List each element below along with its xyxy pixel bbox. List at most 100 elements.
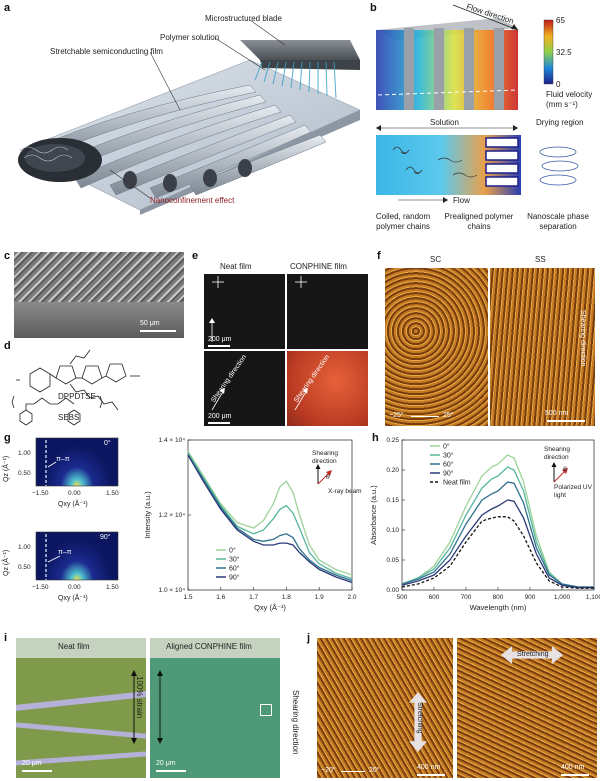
x-tick-label: 1.9 [315,594,324,601]
qz-tick-top-1: 1.00 [18,450,31,457]
scale-text-c: 50 μm [140,320,160,327]
sebs-label: SEBS [58,413,80,422]
panel-g-chart: 1.5 1.6 1.7 1.8 1.9 2.0 1.0 × 10⁴ 1.2 × 10⁴ 1.4 … [140,432,365,622]
qz-label-top: Qz (Å⁻¹) [3,455,10,482]
panel-letter-g: g [4,432,11,444]
blade-coating-illustration [18,19,361,215]
stretching-label-2: Stretching [517,651,549,658]
y-axis-label: Absorbance (a.u.) [369,485,378,545]
afm-stretched-1 [317,638,453,778]
scale-text-i1: 20 μm [22,760,42,767]
range-low-f: −25° [389,412,404,419]
qxy-tick-bot-3: 1.50 [106,584,119,591]
map-angle-0: 0° [104,440,111,447]
aligned-film-title: Aligned CONPHINE film [166,642,252,651]
qxy-tick-top-3: 1.50 [106,490,119,497]
legend-label-0: 0° [229,547,236,555]
afm-sc-image [385,268,488,426]
x-axis-label: Qxy (Å⁻¹) [254,603,286,612]
panel-b: b [368,0,600,250]
shearing-label-i: Shearing direction [291,690,300,755]
series-line-3 [401,499,594,589]
range-high-f: 25° [443,412,454,419]
x-tick-label: 2.0 [347,594,356,601]
scale-bar-i1 [22,770,52,772]
y-tick-label: 0.00 [386,587,399,594]
y-tick-label: 1.4 × 10⁴ [159,437,186,444]
solution-label-b: Solution [430,118,459,127]
giwaxs-map-0 [36,438,118,486]
flow-simulation [376,4,579,203]
qxy-label-bot: Qxy (Å⁻¹) [58,595,88,602]
x-tick-label: 500 [397,594,408,601]
scale-text-j1: 400 nm [417,764,441,771]
giwaxs-map-90 [36,532,118,580]
panel-letter-a: a [4,2,11,14]
panel-letter-j: j [307,632,311,644]
scale-text-i2: 20 μm [156,760,176,767]
blade-label: Microstructured blade [205,14,282,23]
caption-nanoscale: Nanoscale phase separation [527,212,589,231]
panel-h: h 500 600 700 800 900 1,000 1,100 0.00 0.05 0.10 0… [368,432,600,622]
zoom-box [260,704,272,716]
caption-coiled: Coiled, random polymer chains [375,212,431,231]
y-tick-label: 1.2 × 10⁴ [159,512,186,519]
panel-e: e Neat film CONPHINE film 200 μm 200 μm … [190,250,375,430]
aligned-film-image [150,638,280,778]
color-range-arrow-j [341,771,365,772]
scale-text-e1: 200 μm [208,336,232,343]
panel-letter-h: h [372,432,379,444]
neat-film-title-i: Neat film [58,642,90,651]
colorbar-max: 65 [556,16,565,25]
x-tick-label: 1.5 [183,594,192,601]
chart-h-note-1: Shearing direction [544,446,571,461]
pom-neat-top [204,274,285,349]
scale-bar-i2 [156,770,186,772]
panel-d: d DPPDTSE SEBS [0,340,190,430]
nanoconfinement-label: Nanoconfinement effect [150,196,235,205]
panel-letter-b: b [370,2,377,14]
caption-prealigned: Prealigned polymer chains [444,212,514,231]
scale-bar-c [140,330,176,332]
qxy-tick-bot-2: 0.00 [68,584,81,591]
map-angle-90: 90° [100,534,111,541]
color-range-arrow-f [411,416,439,417]
y-axis-label: Intensity (a.u.) [143,491,152,539]
dppdtse-label: DPPDTSE [58,392,96,401]
x-tick-label: 900 [525,594,536,601]
panel-letter-f: f [377,250,381,262]
panel-a: a [0,0,370,215]
legend-label-2: 60° [443,461,454,469]
shearing-label-f: Shearing direction [579,310,586,367]
panel-j: j Stretching Stretching −20° 20° 400 nm … [305,632,600,781]
series-line-2 [401,481,594,588]
y-tick-label: 0.20 [386,467,399,474]
x-tick-label: 1,100 [586,594,600,601]
legend-label-4: Neat film [443,480,471,487]
scale-bar-j2 [561,774,589,776]
y-tick-label: 0.10 [386,527,399,534]
glyph-shear-head [551,462,557,467]
pom-conphine-top [287,274,368,349]
neat-film-image [16,638,146,778]
x-tick-label: 800 [493,594,504,601]
x-tick-label: 1.8 [282,594,291,601]
x-tick-label: 1.6 [216,594,225,601]
qxy-label-top: Qxy (Å⁻¹) [58,501,88,508]
y-tick-label: 0.15 [386,497,399,504]
flow-label: Flow [453,196,470,205]
intensity-chart: 1.5 1.6 1.7 1.8 1.9 2.0 1.0 × 10⁴ 1.2 × 10⁴ 1.4 … [143,437,357,612]
y-tick-label: 0.25 [386,437,399,444]
legend-label-1: 30° [229,556,240,564]
scale-text-e2: 200 μm [208,413,232,420]
afm-ss-image [490,268,595,426]
afm-stretched-2 [457,638,597,778]
scale-bar-j1 [417,774,445,776]
colorbar-title: Fluid velocity [546,90,593,99]
chemical-structures [11,349,140,426]
neat-film-title: Neat film [220,262,252,271]
series-line-0 [187,450,353,576]
drying-region-label: Drying region [536,118,584,127]
x-tick-label: 700 [461,594,472,601]
x-tick-label: 1.7 [249,594,258,601]
